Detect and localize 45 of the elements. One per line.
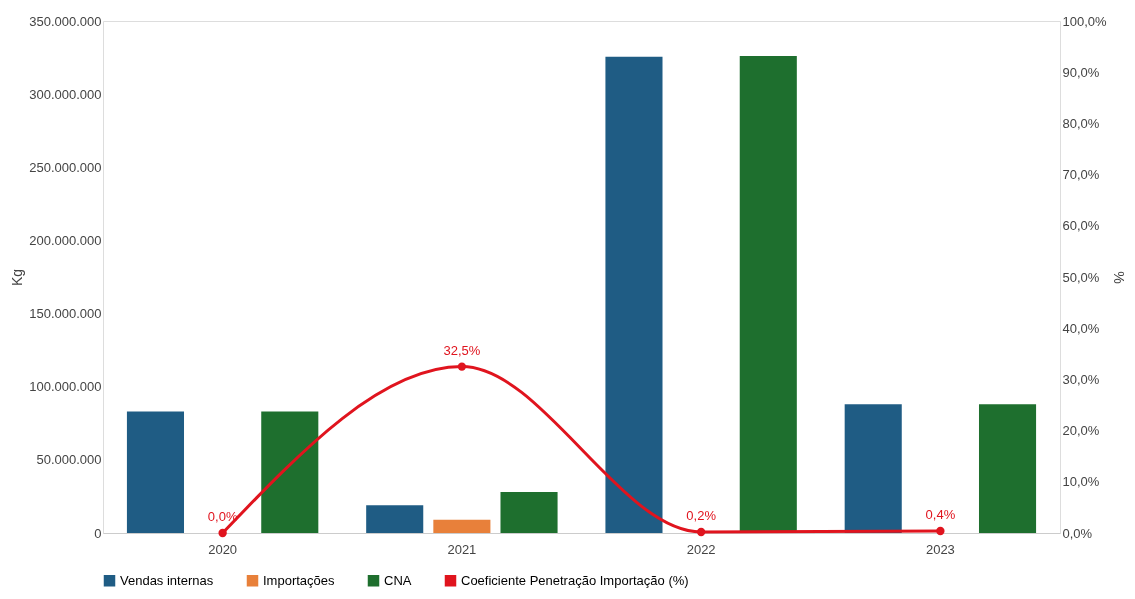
- bar: [844, 404, 902, 533]
- y2-tick-label: 30,0%: [1062, 371, 1100, 387]
- point: [696, 527, 706, 537]
- y2-tick-label: 80,0%: [1062, 115, 1100, 131]
- bar: [366, 505, 424, 533]
- y2-tick-label: 60,0%: [1062, 218, 1100, 234]
- y-tick-label: 100.000.000: [29, 379, 102, 395]
- legend-label: CNA: [384, 572, 412, 588]
- bar: [739, 56, 797, 533]
- x-tick-label: 2020: [208, 541, 238, 557]
- legend-label: Importações: [263, 572, 336, 588]
- x-tick-label: 2022: [686, 541, 716, 557]
- data-label: 32,5%: [443, 342, 481, 358]
- x-tick-label: 2023: [925, 541, 955, 557]
- bar: [433, 519, 491, 533]
- y2-tick-label: 40,0%: [1062, 320, 1100, 336]
- y-tick-label: 150.000.000: [29, 306, 102, 322]
- y2-axis-title: %: [1110, 271, 1127, 284]
- y-axis-title: Kg: [9, 268, 26, 287]
- bar: [605, 56, 663, 533]
- legend-label: Vendas internas: [120, 572, 214, 588]
- y-tick-label: 0: [94, 525, 102, 541]
- bar: [500, 492, 558, 533]
- point: [936, 526, 945, 536]
- y-tick-label: 50.000.000: [36, 452, 102, 468]
- y2-tick-label: 50,0%: [1062, 269, 1100, 285]
- point: [457, 362, 467, 371]
- y2-tick-label: 10,0%: [1062, 474, 1100, 490]
- y2-tick-label: 70,0%: [1062, 167, 1100, 183]
- data-label: 0,4%: [925, 506, 956, 522]
- y2-tick-label: 20,0%: [1062, 423, 1100, 439]
- y-tick-label: 200.000.000: [29, 232, 102, 248]
- y-tick-label: 250.000.000: [29, 159, 102, 175]
- bar: [261, 411, 319, 533]
- data-label: 0,2%: [686, 507, 717, 523]
- y-tick-label: 350.000.000: [29, 13, 102, 29]
- x-tick-label: 2021: [447, 541, 477, 557]
- y2-tick-label: 100,0%: [1062, 13, 1108, 29]
- y-tick-label: 300.000.000: [29, 86, 102, 102]
- legend-label: Coeficiente Penetração Importação (%): [461, 572, 689, 588]
- y2-tick-label: 0,0%: [1062, 525, 1093, 541]
- point: [218, 528, 227, 538]
- y2-tick-label: 90,0%: [1062, 64, 1100, 80]
- bar: [126, 411, 185, 533]
- bar: [978, 404, 1037, 533]
